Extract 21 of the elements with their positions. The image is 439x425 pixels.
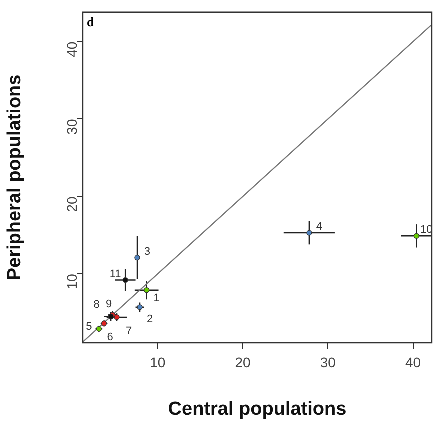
annotation: 5 <box>86 321 92 334</box>
annotation: 1 <box>154 292 160 304</box>
y-axis-title: Peripheral populations <box>4 74 26 281</box>
annotation: 6 <box>107 332 114 344</box>
y-tick-label: 10 <box>64 274 80 290</box>
annotation: d <box>87 14 95 30</box>
annotation: 9 <box>106 298 112 311</box>
annotation: 11 <box>110 268 122 280</box>
y-tick-label: 40 <box>64 42 80 58</box>
annotation: 7 <box>126 325 132 338</box>
annotation: 2 <box>146 313 154 326</box>
x-tick-label: 20 <box>235 354 252 370</box>
x-axis-title: Central populations <box>168 398 347 420</box>
annotation: 8 <box>94 299 100 312</box>
y-tick-label: 20 <box>64 196 80 212</box>
y-tick-label: 30 <box>64 119 80 135</box>
annotation: 4 <box>316 221 322 234</box>
annotation: 3 <box>144 246 151 258</box>
x-tick-label: 10 <box>150 354 166 370</box>
x-tick-label: 40 <box>405 354 422 370</box>
x-tick-label: 30 <box>320 354 336 370</box>
